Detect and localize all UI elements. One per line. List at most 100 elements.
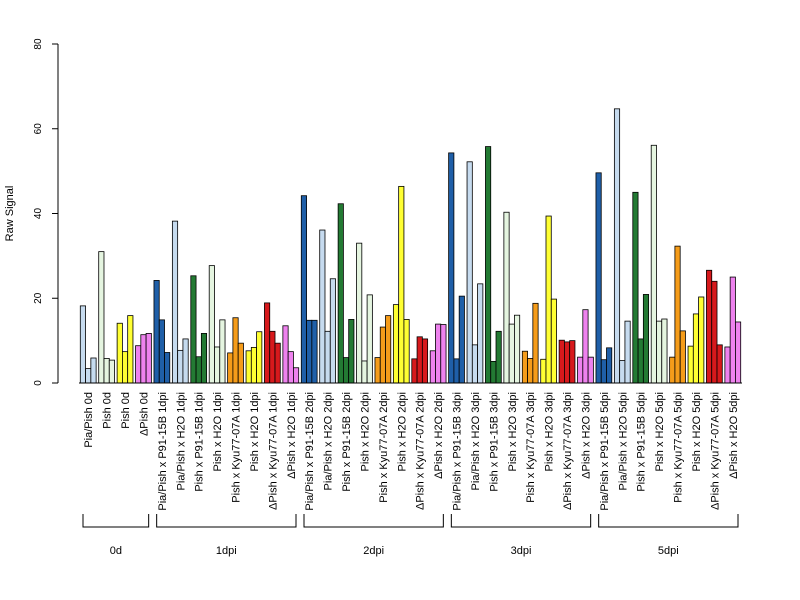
bar-28-rep-1 [577,356,584,384]
bar-15-rep-1 [337,203,344,384]
category-labels: Pia/Pish 0d Pish 0d Pish 0d ΔPish 0d Pia/Pis… [83,392,740,511]
category-label-2: Pish 0d [102,392,114,429]
bar-2-rep-3 [108,359,115,384]
category-label-16: Pish x H2O 2dpi [359,392,371,471]
bar-18-rep-2 [398,185,405,384]
bar-20-rep-2 [435,323,442,384]
bar-18-rep-3 [403,319,410,384]
category-label-3: Pish 0d [120,392,132,429]
bar-17-rep-1 [374,357,381,384]
bar-21-rep-2 [453,358,460,384]
bar-3-rep-2 [122,351,129,384]
bar-34-rep-3 [698,296,705,384]
category-label-36: ΔPish x H2O 5dpi [728,392,740,479]
category-label-18: Pish x H2O 2dpi [396,392,408,471]
bar-35-rep-1 [706,269,713,384]
category-label-34: Pish x H2O 5dpi [691,392,703,471]
category-label-1: Pia/Pish 0d [83,392,95,448]
category-label-4: ΔPish 0d [138,392,150,436]
bar-14-rep-1 [319,229,326,384]
group-bracket-5 [598,514,739,528]
y-tick-label-3: 60 [33,123,44,135]
bar-1-rep-2 [85,368,92,384]
bar-31-rep-2 [637,338,644,384]
bar-22-rep-3 [477,283,484,384]
bar-33-rep-3 [679,330,686,384]
bar-31-rep-3 [642,294,650,384]
bar-30-rep-2 [619,360,626,384]
category-label-10: Pish x H2O 1dpi [249,392,261,471]
bar-27-rep-2 [564,341,571,384]
bar-2-rep-2 [103,358,110,384]
bar-30-rep-3 [624,320,631,384]
category-label-5: Pia/Pish x P91-15B 1dpi [157,392,169,511]
bar-12-rep-2 [287,351,294,384]
category-label-22: Pia/Pish x H2O 3dpi [470,392,482,490]
bar-8-rep-2 [214,346,221,384]
y-tick-label-4: 80 [33,38,44,50]
bar-30-rep-1 [613,108,621,384]
category-label-14: Pia/Pish x H2O 2dpi [323,392,335,490]
bar-9-rep-2 [232,317,239,384]
bar-26-rep-3 [550,298,557,384]
category-label-19: ΔPish x Kyu77-07A 2dpi [415,392,427,510]
bar-13-rep-2 [306,319,313,384]
category-label-17: Pish x Kyu77-07A 2dpi [378,392,390,503]
bar-27-rep-3 [569,340,576,384]
bar-7-rep-2 [195,356,202,384]
y-tick-label-0: 0 [33,380,44,386]
bar-36-rep-2 [729,276,736,384]
group-label-4: 3dpi [511,545,532,557]
bar-32-rep-2 [656,320,663,384]
category-label-27: ΔPish x Kyu77-07A 3dpi [562,392,574,510]
bar-35-rep-2 [711,280,718,384]
category-label-11: ΔPish x Kyu77-07A 1dpi [267,392,279,510]
bar-23-rep-2 [490,360,497,384]
bar-19-rep-2 [416,336,423,384]
bar-6-rep-2 [177,349,184,384]
bar-23-rep-1 [485,146,492,384]
bar-29-rep-1 [595,172,602,384]
category-label-25: Pish x Kyu77-07A 3dpi [525,392,537,503]
group-label-2: 1dpi [216,545,237,557]
bar-18-rep-1 [392,304,400,384]
bar-10-rep-1 [245,350,252,384]
bar-21-rep-3 [458,295,465,384]
bar-5-rep-3 [164,352,171,384]
bar-1-rep-3 [90,357,97,384]
bar-11-rep-2 [269,330,276,384]
bar-1-rep-1 [79,305,86,384]
bar-19-rep-1 [411,358,418,384]
group-label-3: 2dpi [363,545,384,557]
bar-23-rep-3 [495,330,502,384]
bar-13-rep-3 [311,319,318,384]
group-bracket-3 [303,514,444,528]
bar-26-rep-1 [540,358,547,384]
bar-15-rep-3 [348,319,355,384]
bar-24-rep-2 [508,323,515,384]
category-label-32: Pish x H2O 5dpi [654,392,666,471]
group-brackets: 0d 1dpi 2dpi 3dpi 5dpi [82,514,739,557]
y-tick-label-2: 40 [33,208,44,220]
group-bracket-2 [156,514,297,528]
bar-10-rep-2 [250,346,258,384]
bar-28-rep-2 [582,309,589,384]
group-label-1: 0d [110,545,122,557]
category-label-6: Pia/Pish x H2O 1dpi [175,392,187,490]
bar-5-rep-2 [158,319,165,384]
category-label-9: Pish x Kyu77-07A 1dpi [231,392,243,503]
bar-31-rep-1 [632,191,639,384]
category-label-15: Pish x P91-15B 2dpi [341,392,353,492]
bar-22-rep-2 [471,344,479,384]
bar-33-rep-2 [674,245,681,384]
bar-20-rep-3 [440,324,447,384]
bar-8-rep-3 [219,319,226,384]
bar-36-rep-1 [724,346,731,384]
bar-17-rep-2 [379,326,386,384]
category-label-24: Pish x H2O 3dpi [507,392,519,471]
bar-25-rep-3 [532,302,539,384]
bar-29-rep-3 [606,347,613,384]
bar-14-rep-3 [329,278,336,384]
category-label-26: Pish x H2O 3dpi [544,392,556,471]
